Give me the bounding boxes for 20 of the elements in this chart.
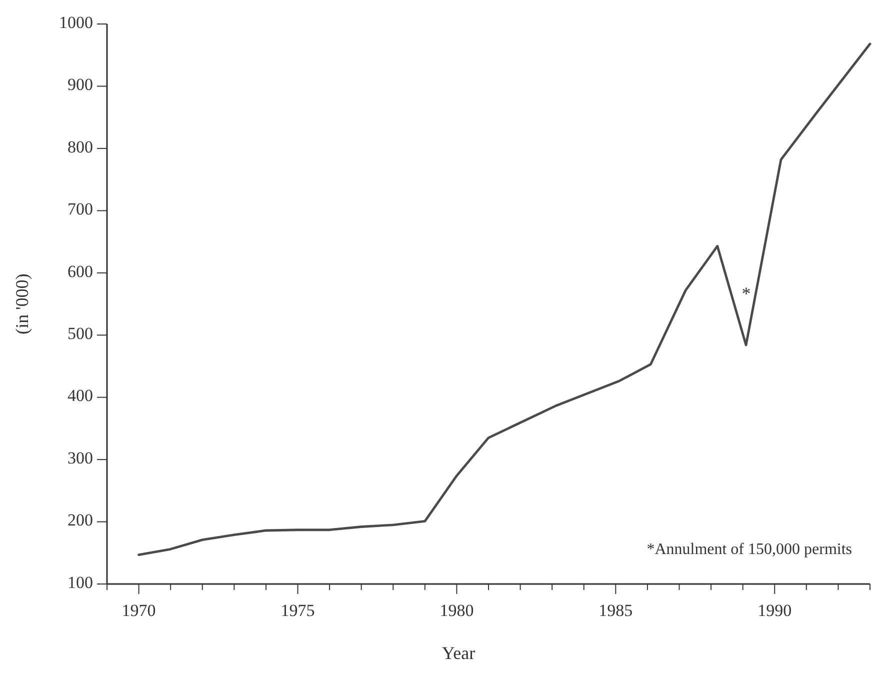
x-tick-label: 1980: [440, 601, 474, 620]
y-tick-label: 200: [68, 510, 93, 530]
x-tick-label: 1985: [598, 601, 633, 620]
x-tick-label: 1990: [758, 601, 792, 620]
x-tick-label: 1970: [122, 601, 156, 620]
x-axis-title: Year: [442, 643, 476, 663]
y-tick-label: 1000: [59, 12, 93, 32]
annotation: *: [742, 284, 751, 304]
y-tick-label: 500: [68, 324, 93, 344]
y-tick-label: 300: [68, 448, 93, 468]
y-tick-label: 600: [68, 262, 93, 281]
y-axis-title: (in '000): [12, 274, 32, 334]
y-tick-label: 800: [68, 137, 93, 156]
y-tick-label: 900: [68, 75, 93, 94]
y-tick-label: 400: [68, 386, 93, 406]
line-series: [138, 42, 872, 556]
y-tick-label: 700: [68, 200, 93, 219]
y-tick-label: 100: [68, 572, 93, 592]
x-tick-label: 1975: [280, 601, 315, 620]
annotation: *Annulment of 150,000 permits: [646, 541, 852, 558]
